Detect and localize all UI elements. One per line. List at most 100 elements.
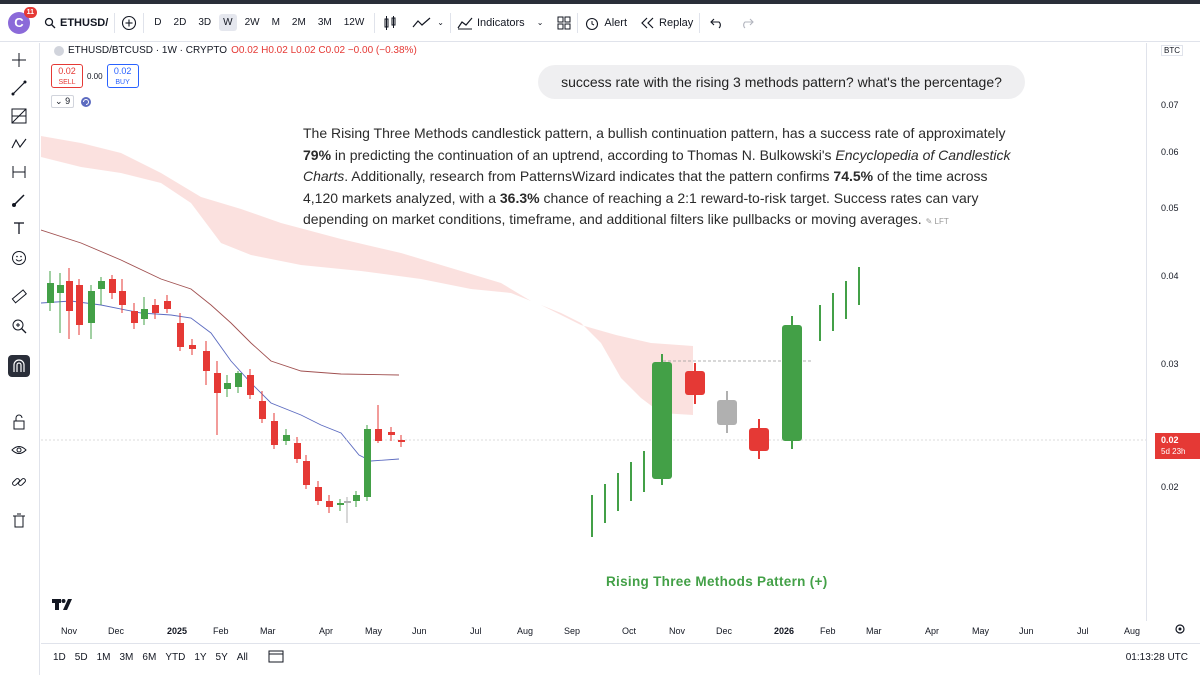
user-avatar[interactable]: C 11: [8, 6, 37, 34]
zoom-tool[interactable]: [8, 315, 30, 337]
undo-button[interactable]: [710, 17, 724, 29]
time-label: Feb: [820, 626, 836, 636]
indicators-icon: [457, 17, 473, 29]
range-1m[interactable]: 1M: [96, 652, 111, 663]
answer-text: The Rising Three Methods candlestick pat…: [303, 125, 1006, 141]
answer-text: of the time across 4,120 markets analyze…: [303, 168, 988, 206]
candle-body: [294, 443, 301, 459]
chart-type-button[interactable]: [381, 14, 399, 32]
candle-body: [189, 345, 196, 349]
grid-icon: [557, 16, 571, 29]
forecast-tool[interactable]: [8, 161, 30, 183]
settings-icon[interactable]: [1174, 623, 1186, 637]
range-6m[interactable]: 6M: [142, 652, 157, 663]
indicators-toggle[interactable]: ⌄ 9: [51, 95, 75, 108]
timeframe-2w[interactable]: 2W: [244, 17, 260, 28]
candle-body: [57, 285, 64, 293]
axis-tick: 0.02: [1161, 482, 1179, 492]
timeframe-12w[interactable]: 12W: [343, 17, 365, 28]
link-tool[interactable]: [8, 471, 30, 493]
trendline-tool[interactable]: [8, 77, 30, 99]
alert-button[interactable]: Alert: [584, 15, 627, 31]
candle-body: [177, 323, 184, 347]
answer-highlight: 79%: [303, 146, 332, 163]
candle-body: [247, 375, 254, 395]
utc-clock[interactable]: 01:13:28 UTC: [1125, 652, 1188, 663]
indicators-collapse[interactable]: ⌄ 9: [51, 95, 92, 108]
time-label: Dec: [108, 626, 125, 636]
visibility-tool[interactable]: [8, 439, 30, 461]
crosshair-icon: [12, 53, 26, 67]
timeframe-d[interactable]: D: [154, 17, 162, 28]
range-5y[interactable]: 5Y: [215, 652, 228, 663]
window-strip: [0, 0, 1200, 4]
answer-citation: Encyclopedia of Candlestick Charts: [303, 146, 1011, 185]
timeframe-2m[interactable]: 2M: [291, 17, 306, 28]
indicators-label: Indicators: [476, 16, 525, 29]
magnet-tool[interactable]: [8, 355, 30, 377]
time-label: Sep: [564, 626, 581, 636]
alarm-clock-icon: [586, 17, 599, 30]
price-axis[interactable]: BTC 0.07 0.06 0.05 0.04 0.03 0.02 0.02 5…: [1146, 43, 1200, 621]
symbol-search-button[interactable]: ETHUSD/: [44, 17, 108, 29]
compare-symbol-button[interactable]: [121, 15, 137, 31]
sell-button[interactable]: 0.02 SELL: [51, 64, 83, 88]
link-icon: [12, 478, 26, 486]
current-price-tag: 0.02 5d 23h: [1155, 433, 1200, 459]
buy-button[interactable]: 0.02 BUY: [106, 64, 139, 88]
candle-body: [375, 429, 382, 441]
text-tool[interactable]: [8, 217, 30, 239]
timeframe-w[interactable]: W: [219, 14, 237, 31]
range-3m[interactable]: 3M: [119, 652, 134, 663]
time-label: May: [365, 626, 383, 636]
zoom-in-icon: [12, 319, 27, 334]
range-all[interactable]: All: [236, 652, 248, 663]
timeframe-m[interactable]: M: [271, 17, 280, 28]
fib-tool[interactable]: [8, 105, 30, 127]
lock-tool[interactable]: [8, 411, 30, 433]
user-question: success rate with the rising 3 methods p…: [561, 74, 1002, 90]
range-list: 1D 5D 1M 3M 6M YTD 1Y 5Y All: [53, 652, 248, 663]
range-bar: 1D 5D 1M 3M 6M YTD 1Y 5Y All 01:13:28 UTC: [41, 643, 1200, 671]
chart-pane[interactable]: [40, 43, 1146, 621]
time-label: Aug: [517, 626, 534, 636]
timeframe-3d[interactable]: 3D: [198, 17, 212, 28]
measure-tool[interactable]: [8, 285, 30, 307]
line-style-button[interactable]: ⌄: [411, 16, 444, 30]
time-axis[interactable]: Nov Dec 2025 Feb Mar Apr May Jun Jul Aug Sep Oct Nov…: [41, 621, 1185, 641]
chevron-down-icon: ⌄: [536, 18, 544, 27]
pattern-candle-5-bullish: [782, 325, 802, 441]
delete-tool[interactable]: [8, 509, 30, 531]
user-question-bubble: success rate with the rising 3 methods p…: [538, 65, 1025, 99]
answer-tag: ✎ LFT: [926, 217, 949, 226]
brush-icon: [12, 194, 25, 207]
candle-body: [271, 421, 278, 445]
candle-body: [259, 401, 266, 419]
timeframe-2d[interactable]: 2D: [173, 17, 187, 28]
emoji-tool[interactable]: [8, 247, 30, 269]
candle-body: [337, 503, 344, 505]
range-1y[interactable]: 1Y: [194, 652, 207, 663]
goto-date-button[interactable]: [268, 649, 284, 666]
crosshair-tool[interactable]: [8, 49, 30, 71]
redo-button[interactable]: [740, 17, 755, 29]
axis-currency[interactable]: BTC: [1161, 45, 1183, 56]
brush-tool[interactable]: [8, 189, 30, 211]
line-chart-icon: [412, 17, 431, 27]
range-ytd[interactable]: YTD: [165, 652, 186, 663]
price-chart: [40, 136, 1146, 610]
pattern-tool[interactable]: [8, 133, 30, 155]
magnet-icon: [13, 359, 25, 372]
range-5d[interactable]: 5D: [74, 652, 88, 663]
timeframe-3m[interactable]: 3M: [317, 17, 332, 28]
refresh-icon[interactable]: [80, 96, 92, 108]
ichimoku-cloud: [41, 136, 693, 415]
indicators-button[interactable]: Indicators ⌄: [457, 16, 543, 30]
pattern-label: Rising Three Methods Pattern (+): [606, 574, 828, 589]
layouts-button[interactable]: [557, 16, 571, 30]
candle-body: [164, 301, 171, 309]
range-1d[interactable]: 1D: [53, 652, 66, 663]
candles-icon: [384, 15, 396, 30]
ruler-icon: [11, 289, 27, 304]
replay-button[interactable]: Replay: [639, 16, 693, 30]
